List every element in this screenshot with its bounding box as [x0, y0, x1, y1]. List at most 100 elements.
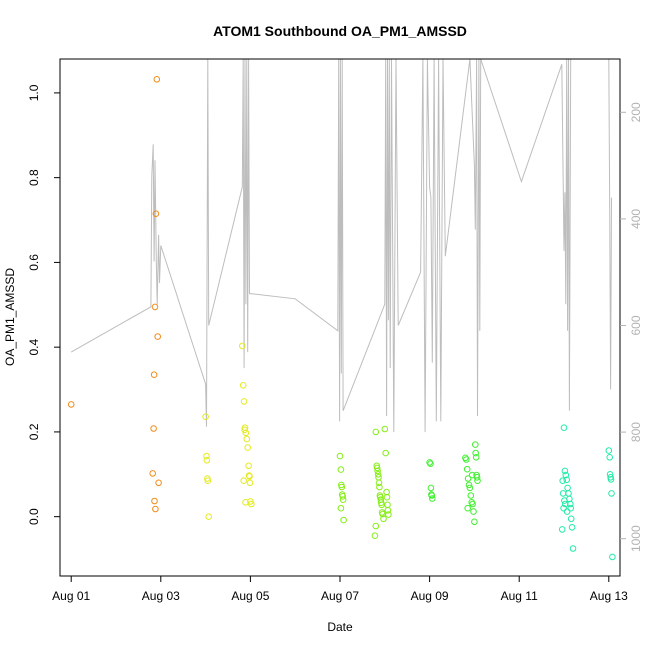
data-point — [383, 493, 391, 501]
data-point — [374, 471, 382, 478]
x-tick-label: Aug 13 — [590, 589, 628, 603]
data-point — [559, 490, 567, 497]
data-point — [608, 490, 615, 497]
x-tick-label: Aug 01 — [52, 589, 90, 603]
data-point — [152, 210, 160, 217]
data-point — [558, 526, 566, 533]
data-point — [241, 426, 248, 434]
data-point — [152, 505, 159, 513]
x-axis: Aug 01 Aug 03 Aug 05 Aug 07 Aug 09 Aug 11 Aug … — [52, 576, 628, 603]
data-point — [563, 476, 571, 484]
data-point — [153, 76, 161, 83]
data-point — [470, 508, 477, 515]
y-tick-label: 0.6 — [27, 254, 41, 271]
data-point — [380, 515, 387, 523]
altitude-line-layer — [70, 59, 612, 433]
data-point — [471, 518, 478, 526]
data-point — [339, 496, 347, 504]
x-tick-label: Aug 07 — [321, 589, 359, 603]
data-point — [150, 425, 157, 432]
data-point — [427, 484, 435, 492]
data-point — [243, 435, 251, 443]
data-point — [204, 477, 212, 485]
data-point — [244, 444, 251, 451]
y-axis-right: 200 400 600 800 1000 — [620, 102, 643, 552]
data-point — [565, 490, 572, 497]
data-point — [382, 449, 390, 457]
data-point — [149, 470, 156, 477]
data-point — [560, 424, 568, 432]
data-point — [384, 507, 392, 514]
data-point — [246, 479, 254, 487]
y2-tick-label: 600 — [629, 315, 643, 335]
data-point — [561, 497, 568, 504]
data-point — [465, 481, 473, 489]
x-tick-label: Aug 03 — [142, 589, 180, 603]
data-point — [562, 471, 570, 479]
data-point — [375, 479, 383, 487]
data-point — [340, 516, 347, 524]
data-point — [605, 447, 613, 454]
data-point — [562, 500, 569, 508]
data-point — [385, 511, 392, 518]
y-axis-left: 0.0 0.2 0.4 0.6 0.8 1.0 — [27, 84, 60, 525]
data-point — [466, 484, 474, 492]
data-point — [67, 401, 75, 408]
data-point — [427, 460, 434, 468]
data-point — [337, 504, 345, 512]
data-point — [429, 495, 436, 502]
data-point — [155, 479, 162, 487]
data-point — [338, 483, 346, 491]
data-point — [568, 524, 576, 531]
data-point — [339, 493, 347, 500]
data-point — [464, 475, 472, 482]
data-point — [463, 456, 470, 463]
x-tick-label: Aug 11 — [501, 589, 538, 603]
data-point — [373, 464, 381, 472]
data-point — [606, 454, 614, 461]
data-point — [203, 457, 211, 464]
data-point — [559, 477, 567, 485]
data-point — [567, 504, 575, 512]
data-point — [154, 333, 161, 340]
data-point — [240, 477, 247, 485]
data-point — [468, 471, 476, 479]
y2-tick-label: 200 — [629, 102, 643, 122]
data-point — [372, 428, 380, 436]
data-point — [472, 441, 479, 448]
data-point — [372, 522, 380, 530]
y-tick-label: 0.4 — [27, 338, 41, 355]
y2-tick-label: 800 — [629, 422, 643, 442]
y-tick-label: 0.2 — [27, 423, 41, 440]
y-tick-label: 0.0 — [27, 508, 41, 525]
x-tick-label: Aug 05 — [231, 589, 269, 603]
data-point — [567, 515, 575, 523]
data-point — [242, 499, 249, 506]
data-point — [202, 413, 209, 421]
data-point — [474, 477, 481, 485]
data-point — [203, 452, 210, 460]
data-point — [381, 425, 389, 433]
data-point — [567, 500, 574, 508]
data-point — [607, 476, 615, 483]
data-point — [463, 465, 471, 473]
y-axis-label: OA_PM1_AMSSD — [3, 268, 17, 366]
data-point — [248, 500, 255, 508]
data-point — [205, 513, 212, 521]
y2-tick-label: 400 — [629, 209, 643, 229]
data-point — [245, 462, 252, 470]
data-point — [374, 467, 381, 475]
data-point — [560, 504, 567, 512]
data-point — [472, 454, 480, 461]
data-point — [151, 303, 159, 311]
data-point — [384, 501, 391, 509]
y-tick-label: 1.0 — [27, 84, 41, 101]
x-tick-label: Aug 09 — [411, 589, 449, 603]
scatter-points-layer — [67, 76, 616, 561]
y-tick-label: 0.8 — [27, 169, 41, 186]
data-point — [472, 449, 480, 457]
data-point — [337, 466, 345, 473]
data-point — [336, 452, 344, 460]
data-point — [150, 371, 158, 379]
